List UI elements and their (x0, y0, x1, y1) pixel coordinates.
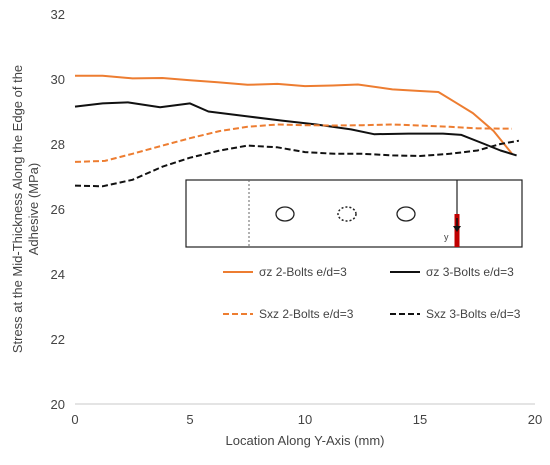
y-tick-label: 20 (51, 397, 65, 412)
y-tick-label: 26 (51, 202, 65, 217)
inset-arrow-head (453, 226, 461, 232)
legend: σz 2-Bolts e/d=3 σz 3-Bolts e/d=3 Sxz 2-Bo… (223, 265, 521, 321)
series-line-3 (74, 123, 513, 163)
bolt-hole-1 (275, 206, 295, 222)
y-tick-label: 32 (51, 7, 65, 22)
axes: 20 22 24 26 28 30 32 0 5 10 15 20 Location Along Y-A… (10, 7, 542, 448)
legend-label-4: Sxz 3-Bolts e/d=3 (426, 307, 521, 321)
x-tick-label: 5 (186, 412, 193, 427)
inset-frame (185, 179, 523, 248)
x-tick-label: 10 (298, 412, 312, 427)
y-tick-label: 28 (51, 137, 65, 152)
inset-y-label: y (444, 232, 449, 242)
x-tick-label: 15 (413, 412, 427, 427)
legend-label-3: Sxz 2-Bolts e/d=3 (259, 307, 354, 321)
series-line-2 (74, 101, 517, 157)
series-line-4 (74, 139, 520, 188)
y-axis-title-line: Adhesive (MPa) (26, 163, 41, 255)
y-tick-label: 30 (51, 72, 65, 87)
series-line-1 (75, 74, 513, 155)
y-axis-title-line: Stress at the Mid-Thickness Along the Ed… (10, 65, 25, 353)
bolt-hole-2-dashed (337, 206, 357, 222)
y-tick-label: 24 (51, 267, 65, 282)
inset-diagram: y (185, 179, 523, 248)
legend-label-1: σz 2-Bolts e/d=3 (259, 265, 347, 279)
legend-label-2: σz 3-Bolts e/d=3 (426, 265, 514, 279)
series-lines (74, 74, 520, 188)
x-axis-title: Location Along Y-Axis (mm) (226, 433, 385, 448)
x-tick-label: 0 (71, 412, 78, 427)
bolt-hole-3 (396, 206, 416, 222)
x-tick-label: 20 (528, 412, 542, 427)
y-tick-label: 22 (51, 332, 65, 347)
y-axis-title: Stress at the Mid-Thickness Along the Ed… (10, 65, 41, 353)
